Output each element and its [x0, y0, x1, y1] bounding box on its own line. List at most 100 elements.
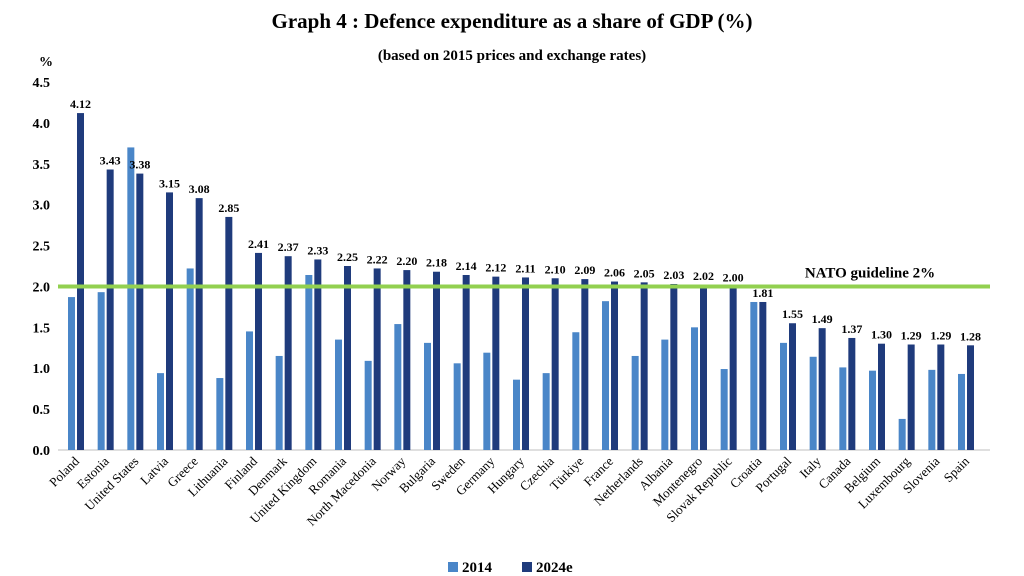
bar-2024e	[433, 271, 440, 450]
bar-2014	[97, 292, 105, 450]
bar-2014	[780, 342, 787, 450]
legend-swatch	[448, 562, 458, 572]
y-tick-label: 4.5	[33, 76, 51, 91]
bar-2014	[68, 297, 75, 450]
bar-2024e	[106, 169, 114, 450]
bar-2024e	[284, 256, 292, 450]
bar-2014	[898, 418, 906, 450]
bar-2024e	[670, 283, 678, 450]
y-tick-label: 3.0	[33, 199, 51, 214]
bar-2024e	[136, 173, 144, 450]
bar-2024e	[907, 344, 915, 450]
y-tick-label: 0.5	[33, 403, 51, 418]
bar-2014	[513, 379, 520, 450]
bar-2024e	[640, 282, 648, 450]
data-label: 4.12	[70, 97, 91, 111]
bar-2014	[216, 378, 224, 450]
bar-2014	[750, 301, 758, 450]
bar-2024e	[700, 284, 707, 450]
data-label: 3.38	[129, 158, 150, 172]
data-label: 2.33	[307, 243, 328, 257]
chart-title: Graph 4 : Defence expenditure as a share…	[271, 9, 752, 33]
bar-2014	[157, 373, 164, 450]
bar-2024e	[166, 192, 173, 450]
bar-2014	[335, 339, 342, 450]
bar-2024e	[551, 278, 559, 450]
bar-2014	[305, 274, 313, 450]
data-label: 2.12	[485, 261, 506, 275]
bar-2024e	[759, 301, 767, 450]
data-label: 2.22	[367, 252, 388, 266]
y-tick-label: 2.0	[33, 280, 51, 295]
bar-2024e	[462, 274, 470, 450]
bar-2014	[424, 342, 431, 450]
data-label: 2.06	[604, 266, 625, 280]
data-label: 1.29	[930, 329, 951, 343]
nato-guideline-label: NATO guideline 2%	[805, 265, 935, 281]
data-label: 2.03	[663, 268, 684, 282]
bar-2014	[691, 327, 698, 450]
y-tick-label: 1.0	[33, 362, 51, 377]
bar-2014	[275, 355, 283, 450]
data-label: 2.14	[456, 259, 477, 273]
data-label: 1.81	[752, 286, 773, 300]
data-label: 3.08	[189, 182, 210, 196]
bar-2024e	[403, 270, 411, 450]
x-tick-label: Türkiye	[547, 453, 587, 493]
y-tick-label: 0.0	[33, 444, 51, 459]
data-label: 2.18	[426, 256, 447, 270]
bar-2014	[720, 369, 728, 450]
bar-2024e	[789, 323, 796, 450]
bar-2024e	[611, 281, 618, 450]
bar-2024e	[937, 344, 945, 450]
data-label: 2.10	[545, 262, 566, 276]
bar-2014	[809, 356, 817, 450]
y-tick-label: 2.5	[33, 240, 51, 255]
bar-2024e	[373, 268, 381, 450]
bar-2014	[394, 324, 402, 450]
bar-2014	[246, 331, 253, 450]
legend-label: 2014	[462, 560, 493, 576]
bar-2024e	[492, 276, 500, 450]
legend-label: 2024e	[536, 560, 573, 576]
x-tick-label: Spain	[941, 453, 973, 485]
data-label: 1.37	[841, 322, 862, 336]
legend-swatch	[522, 562, 532, 572]
bar-2024e	[848, 337, 856, 450]
bar-2014	[869, 370, 876, 450]
data-label: 2.02	[693, 269, 714, 283]
data-label: 2.37	[278, 240, 299, 254]
chart-subtitle: (based on 2015 prices and exchange rates…	[378, 48, 646, 64]
data-label: 3.43	[100, 154, 121, 168]
bar-2014	[928, 369, 936, 450]
bar-2014	[453, 363, 461, 450]
bar-2024e	[581, 279, 589, 450]
bar-2024e	[314, 259, 322, 450]
bar-2024e	[818, 328, 826, 450]
data-label: 2.00	[723, 270, 744, 284]
bar-2014	[364, 360, 372, 450]
y-tick-label: 1.5	[33, 321, 51, 336]
bar-2014	[542, 373, 550, 450]
bar-2024e	[255, 252, 262, 450]
data-label: 1.55	[782, 307, 803, 321]
bar-2014	[572, 332, 580, 450]
data-label: 2.85	[218, 201, 239, 215]
bar-2024e	[77, 113, 84, 450]
bar-2024e	[967, 345, 974, 450]
bar-2024e	[729, 286, 737, 450]
data-label: 2.11	[515, 261, 535, 275]
bar-2014	[958, 373, 965, 450]
y-tick-label: 3.5	[33, 158, 51, 173]
data-label: 2.09	[574, 263, 595, 277]
data-label: 2.41	[248, 237, 269, 251]
bar-2024e	[225, 216, 233, 450]
data-label: 1.29	[901, 329, 922, 343]
bar-2014	[661, 339, 669, 450]
data-label: 1.28	[960, 329, 981, 343]
bar-2014	[631, 355, 639, 450]
bar-2024e	[878, 343, 885, 450]
bar-2014	[602, 301, 609, 450]
data-label: 2.05	[634, 266, 655, 280]
